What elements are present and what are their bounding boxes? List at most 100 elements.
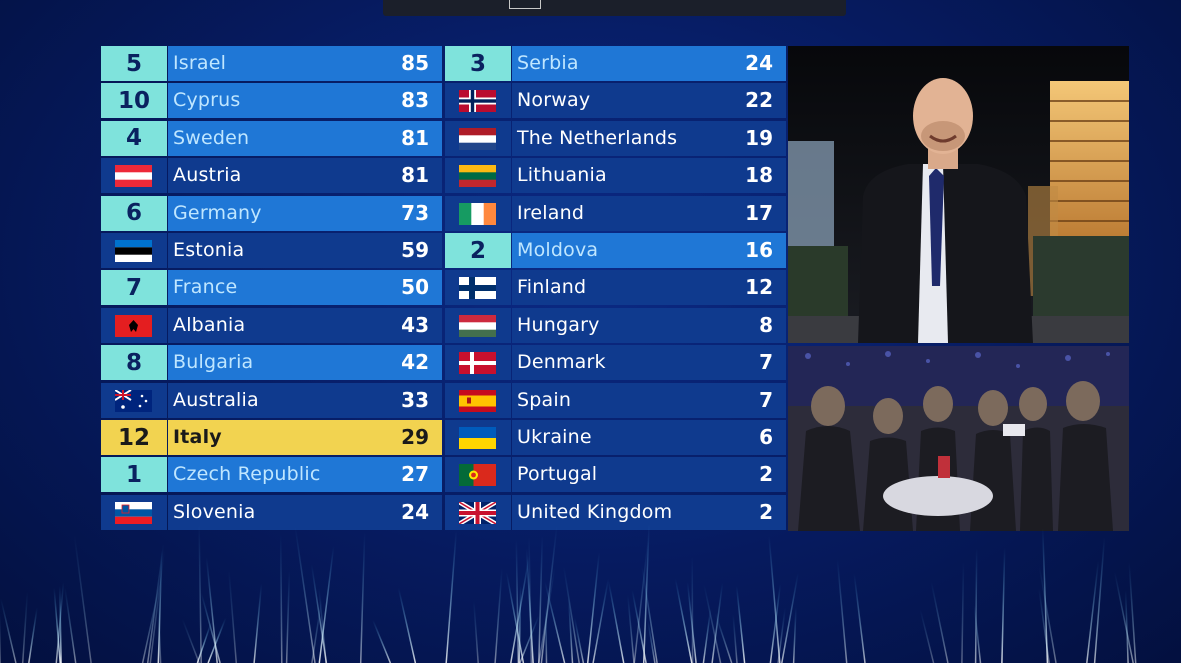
scoreboard-row: 12 Italy 29 [101, 420, 442, 455]
country-cell: Estonia 59 [168, 233, 442, 268]
country-total-score: 27 [401, 462, 429, 487]
country-cell: United Kingdom 2 [512, 494, 786, 530]
country-total-score: 8 [759, 312, 773, 337]
flag-cell [445, 457, 511, 493]
flag-cell [101, 382, 167, 418]
scoreboard-row: The Netherlands 19 [445, 120, 786, 156]
country-name: Denmark [517, 351, 606, 374]
country-total-score: 83 [401, 88, 429, 113]
scoreboard-row: 1 Czech Republic 27 [101, 457, 442, 493]
flag-cell [445, 120, 511, 156]
country-cell: Germany 73 [168, 195, 442, 231]
scoreboard-row: Lithuania 18 [445, 158, 786, 194]
spokesperson-video-panel [788, 46, 1129, 343]
country-total-score: 2 [759, 462, 773, 487]
country-name: United Kingdom [517, 500, 673, 523]
country-total-score: 2 [759, 499, 773, 524]
denmark-flag-icon [459, 352, 496, 375]
flag-cell [101, 494, 167, 530]
player-control-outline[interactable] [509, 0, 541, 9]
country-total-score: 22 [745, 88, 773, 113]
country-cell: Slovenia 24 [168, 494, 442, 530]
country-cell: The Netherlands 19 [512, 120, 786, 156]
country-name: Albania [173, 313, 246, 336]
country-cell: Moldova 16 [512, 233, 786, 268]
country-total-score: 6 [759, 425, 773, 449]
country-name: Germany [173, 201, 262, 224]
scoreboard-row: Ireland 17 [445, 195, 786, 231]
awarded-points-badge: 1 [101, 457, 167, 493]
country-total-score: 18 [745, 163, 773, 188]
country-total-score: 24 [745, 51, 773, 75]
portugal-flag-icon [459, 464, 496, 487]
scoreboard-row: Austria 81 [101, 158, 442, 194]
scoreboard-row: 6 Germany 73 [101, 195, 442, 231]
united-kingdom-flag-icon [459, 501, 496, 524]
country-total-score: 16 [745, 238, 773, 262]
finland-flag-icon [459, 277, 496, 300]
country-total-score: 81 [401, 125, 429, 150]
country-cell: France 50 [168, 270, 442, 306]
country-total-score: 33 [401, 387, 429, 412]
scoreboard-row: 3 Serbia 24 [445, 46, 786, 81]
albania-flag-icon [115, 314, 152, 337]
green-room-video-panel [788, 346, 1129, 531]
flag-cell [445, 382, 511, 418]
country-name: Ireland [517, 201, 585, 224]
country-name: Portugal [517, 463, 598, 486]
netherlands-flag-icon [459, 127, 496, 150]
country-name: Czech Republic [173, 463, 321, 486]
country-name: Finland [517, 276, 587, 299]
country-name: Moldova [517, 239, 599, 261]
scoreboard-row: 8 Bulgaria 42 [101, 345, 442, 381]
country-cell: Bulgaria 42 [168, 345, 442, 381]
country-cell: Ireland 17 [512, 195, 786, 231]
country-total-score: 29 [401, 425, 429, 449]
country-name: The Netherlands [517, 126, 678, 149]
country-total-score: 12 [745, 275, 773, 300]
awarded-points-badge: 6 [101, 195, 167, 231]
country-total-score: 73 [401, 200, 429, 225]
country-name: France [173, 276, 238, 299]
scoreboard-row: Slovenia 24 [101, 494, 442, 530]
country-name: Bulgaria [173, 351, 254, 374]
country-total-score: 81 [401, 163, 429, 188]
scoreboard-row: 7 France 50 [101, 270, 442, 306]
scoreboard-row: Spain 7 [445, 382, 786, 418]
scoreboard-row: Norway 22 [445, 83, 786, 119]
country-name: Spain [517, 388, 572, 411]
country-cell: Denmark 7 [512, 345, 786, 381]
awarded-points-badge: 3 [445, 46, 511, 81]
country-name: Estonia [173, 239, 245, 261]
scoreboard-row: 2 Moldova 16 [445, 233, 786, 268]
lithuania-flag-icon [459, 165, 496, 188]
awarded-points-badge: 7 [101, 270, 167, 306]
country-name: Lithuania [517, 164, 607, 187]
country-total-score: 17 [745, 200, 773, 225]
flag-cell [445, 195, 511, 231]
country-name: Cyprus [173, 89, 241, 112]
flag-cell [445, 494, 511, 530]
flag-cell [445, 83, 511, 119]
scoreboard-row: Australia 33 [101, 382, 442, 418]
country-cell: Portugal 2 [512, 457, 786, 493]
awarded-points-badge: 10 [101, 83, 167, 119]
country-cell: Lithuania 18 [512, 158, 786, 194]
country-total-score: 43 [401, 312, 429, 337]
country-name: Serbia [517, 52, 579, 74]
flag-cell [445, 307, 511, 343]
flag-cell [101, 233, 167, 268]
awarded-points-badge: 5 [101, 46, 167, 81]
country-total-score: 50 [401, 275, 429, 300]
austria-flag-icon [115, 165, 152, 188]
country-cell: Italy 29 [168, 420, 442, 455]
decorative-light-fibers [0, 523, 1137, 663]
country-total-score: 7 [759, 387, 773, 412]
estonia-flag-icon [115, 240, 152, 262]
country-cell: Serbia 24 [512, 46, 786, 81]
flag-cell [101, 307, 167, 343]
flag-cell [445, 270, 511, 306]
country-cell: Ukraine 6 [512, 420, 786, 455]
ukraine-flag-icon [459, 427, 496, 449]
country-total-score: 59 [401, 238, 429, 262]
